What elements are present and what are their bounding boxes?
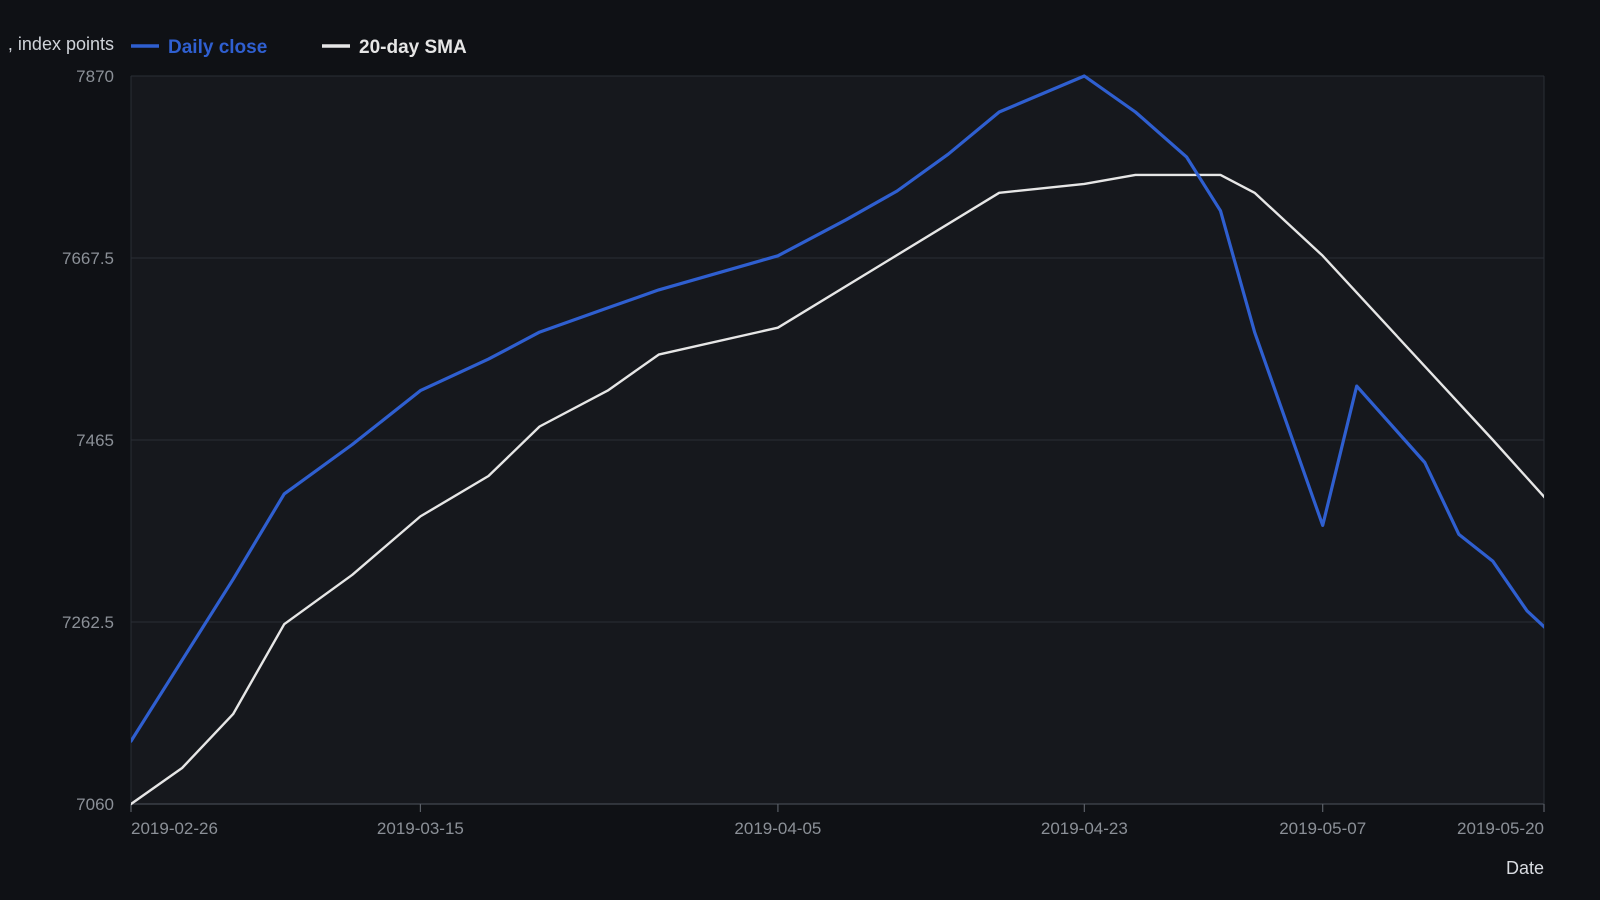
y-tick-label: 7262.5 (62, 613, 114, 632)
y-tick-label: 7870 (76, 67, 114, 86)
y-tick-label: 7667.5 (62, 249, 114, 268)
x-tick-label: 2019-05-07 (1279, 819, 1366, 838)
series-line-daily-close (131, 74, 1544, 743)
x-tick-label: 2019-05-20 (1457, 819, 1544, 838)
y-tick-label: 7465 (76, 431, 114, 450)
legend-label-daily-close: Daily close (168, 37, 267, 58)
x-tick-label: 2019-02-26 (131, 819, 218, 838)
x-axis-title: Date (1506, 858, 1544, 878)
y-axis-title: , index points (8, 34, 114, 54)
legend-label-sma: 20-day SMA (359, 37, 467, 58)
x-tick-label: 2019-04-23 (1041, 819, 1128, 838)
y-tick-label: 7060 (76, 795, 114, 814)
legend: Daily close 20-day SMA (131, 37, 467, 58)
x-tick-label: 2019-03-15 (377, 819, 464, 838)
series-line-sma (131, 173, 1544, 806)
series-lines (131, 74, 1544, 806)
tick-labels: 7060 7262.5 7465 7667.5 7870 2019-02-26 2019-0… (62, 67, 1544, 838)
x-tick-label: 2019-04-05 (734, 819, 821, 838)
axes (130, 75, 1545, 812)
